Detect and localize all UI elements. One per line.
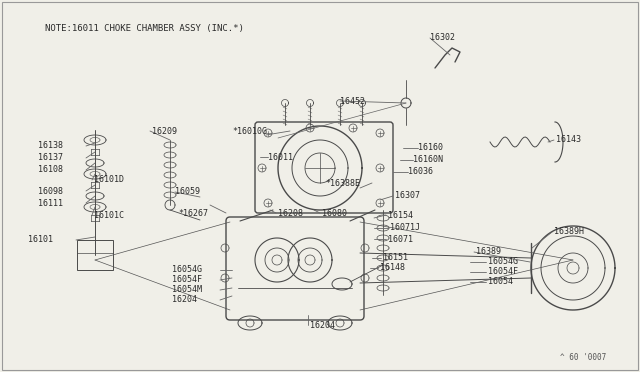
- Text: 16151: 16151: [383, 253, 408, 263]
- Text: 16302: 16302: [430, 33, 455, 42]
- Text: 16138: 16138: [38, 141, 63, 151]
- Text: 16101D: 16101D: [94, 176, 124, 185]
- Text: 16054M: 16054M: [172, 285, 202, 295]
- Text: 16054: 16054: [488, 278, 513, 286]
- Text: 16204: 16204: [172, 295, 197, 305]
- Bar: [77, 240, 113, 270]
- Text: 16071: 16071: [388, 234, 413, 244]
- Text: *16010G: *16010G: [232, 126, 267, 135]
- Text: 16307: 16307: [395, 192, 420, 201]
- Text: *16267: *16267: [178, 208, 208, 218]
- Text: 16011: 16011: [268, 153, 293, 161]
- Text: 16054F: 16054F: [172, 276, 202, 285]
- Text: 16054G: 16054G: [488, 257, 518, 266]
- Text: 16389H: 16389H: [554, 228, 584, 237]
- Text: 16036: 16036: [408, 167, 433, 176]
- Text: 16208: 16208: [278, 208, 303, 218]
- Text: 16143: 16143: [556, 135, 581, 144]
- Text: NOTE:16011 CHOKE CHAMBER ASSY (INC.*): NOTE:16011 CHOKE CHAMBER ASSY (INC.*): [45, 23, 244, 32]
- Text: 16054G: 16054G: [172, 266, 202, 275]
- Text: 16071J: 16071J: [390, 224, 420, 232]
- Text: 16160N: 16160N: [413, 155, 443, 164]
- Text: 16059: 16059: [175, 187, 200, 196]
- Text: 16101C: 16101C: [94, 211, 124, 219]
- Text: 16148: 16148: [380, 263, 405, 273]
- Text: 16452: 16452: [340, 96, 365, 106]
- Text: 16054F: 16054F: [488, 267, 518, 276]
- Text: 16101: 16101: [28, 235, 53, 244]
- Text: *16388E: *16388E: [325, 179, 360, 187]
- Text: 16154: 16154: [388, 211, 413, 219]
- Text: 16098: 16098: [38, 186, 63, 196]
- Text: ^ 60 '0007: ^ 60 '0007: [560, 353, 606, 362]
- Text: 16160: 16160: [418, 144, 443, 153]
- Text: 16111: 16111: [38, 199, 63, 208]
- Text: 16204: 16204: [310, 321, 335, 330]
- Text: 16389: 16389: [476, 247, 501, 257]
- Text: 16137: 16137: [38, 154, 63, 163]
- Text: 16209: 16209: [152, 126, 177, 135]
- Text: 16108: 16108: [38, 166, 63, 174]
- Text: 16080: 16080: [322, 208, 347, 218]
